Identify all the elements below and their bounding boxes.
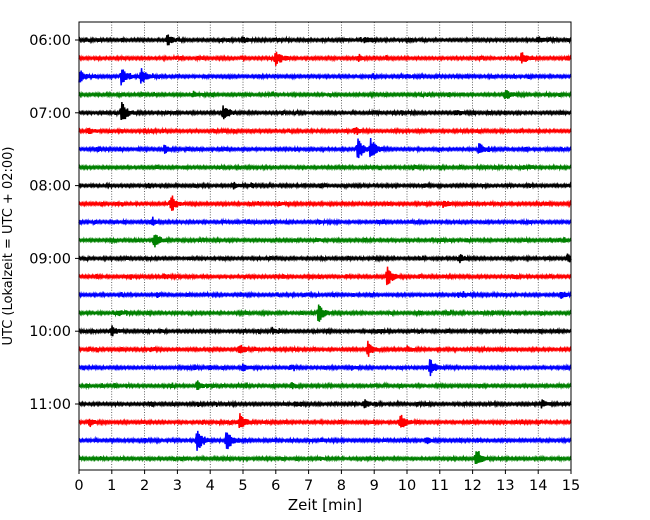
x-tick-label: 15 <box>562 478 580 494</box>
trace-row <box>78 51 572 66</box>
y-tick-label: 07:00 <box>29 106 71 122</box>
trace-row <box>78 195 572 211</box>
trace-row <box>78 399 572 409</box>
plot-background <box>79 22 571 470</box>
trace-row <box>78 137 572 159</box>
trace-row <box>78 216 572 227</box>
x-tick-label: 5 <box>238 478 247 494</box>
y-axis-ticks: 06:00 07:00 08:00 09:00 10:00 11:00 <box>29 33 79 413</box>
y-tick-label: 06:00 <box>29 33 71 49</box>
x-tick-label: 8 <box>337 478 346 494</box>
trace-row <box>78 380 572 391</box>
trace-row <box>78 304 572 322</box>
x-tick-label: 10 <box>398 478 416 494</box>
x-tick-label: 2 <box>140 478 149 494</box>
x-tick-label: 12 <box>463 478 481 494</box>
trace-row <box>78 102 572 121</box>
trace-row <box>78 126 572 136</box>
x-tick-label: 3 <box>173 478 182 494</box>
trace-row <box>78 90 572 100</box>
trace-row <box>78 430 572 451</box>
x-tick-label: 9 <box>370 478 379 494</box>
x-tick-label: 1 <box>107 478 116 494</box>
x-tick-label: 7 <box>304 478 313 494</box>
trace-row <box>78 451 572 465</box>
y-tick-label: 11:00 <box>29 397 71 413</box>
trace-row <box>78 413 572 429</box>
x-tick-label: 0 <box>74 478 83 494</box>
x-axis-label: Zeit [min] <box>288 496 362 514</box>
y-axis-label: UTC (Lokalzeit = UTC + 02:00) <box>1 147 16 346</box>
y-tick-label: 10:00 <box>29 324 71 340</box>
plot-frame <box>78 21 572 471</box>
trace-row <box>78 266 572 286</box>
seismic-traces <box>78 34 572 465</box>
x-tick-label: 6 <box>271 478 280 494</box>
x-tick-label: 13 <box>496 478 514 494</box>
trace-row <box>78 180 572 191</box>
trace-row <box>78 359 572 377</box>
x-axis-ticks: 0 1 2 3 4 5 6 7 8 9 10 11 12 13 14 15 <box>74 470 580 494</box>
trace-row <box>78 234 572 248</box>
trace-row <box>78 325 572 337</box>
trace-row <box>78 253 572 264</box>
vertical-gridlines <box>111 22 539 470</box>
x-tick-label: 4 <box>206 478 215 494</box>
trace-row <box>78 340 572 357</box>
trace-row <box>78 290 572 300</box>
y-tick-label: 09:00 <box>29 251 71 267</box>
x-tick-label: 11 <box>431 478 449 494</box>
trace-row <box>78 34 572 46</box>
trace-row <box>78 163 572 172</box>
trace-row <box>78 68 572 86</box>
y-tick-label: 08:00 <box>29 179 71 195</box>
x-tick-label: 14 <box>529 478 547 494</box>
